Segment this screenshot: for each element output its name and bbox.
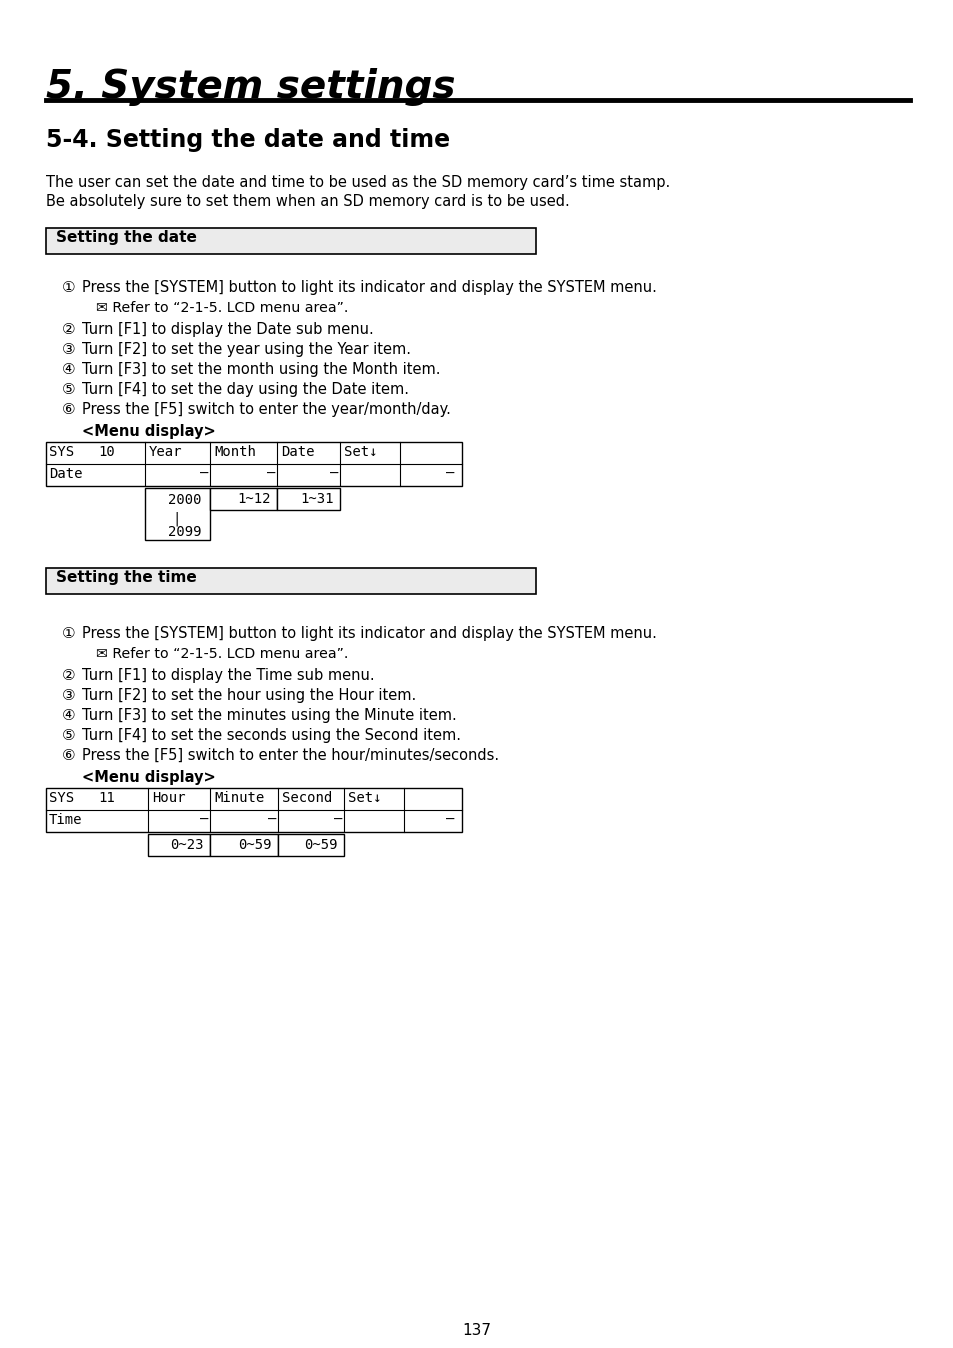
Text: –: – xyxy=(446,466,454,481)
Text: ②: ② xyxy=(62,322,75,337)
Bar xyxy=(46,442,461,487)
Text: Year: Year xyxy=(149,445,182,460)
Text: Date: Date xyxy=(281,445,314,460)
Text: –: – xyxy=(268,813,276,828)
Text: Time: Time xyxy=(49,813,82,828)
Text: SYS: SYS xyxy=(49,445,74,460)
Text: Turn [F1] to display the Time sub menu.: Turn [F1] to display the Time sub menu. xyxy=(82,669,375,683)
Text: 0~59: 0~59 xyxy=(238,838,272,852)
Text: ④: ④ xyxy=(62,708,75,723)
Text: Turn [F1] to display the Date sub menu.: Turn [F1] to display the Date sub menu. xyxy=(82,322,374,337)
Text: Turn [F2] to set the year using the Year item.: Turn [F2] to set the year using the Year… xyxy=(82,342,411,357)
Text: ⑤: ⑤ xyxy=(62,728,75,743)
Text: Press the [SYSTEM] button to light its indicator and display the SYSTEM menu.: Press the [SYSTEM] button to light its i… xyxy=(82,625,657,642)
Text: ⑥: ⑥ xyxy=(62,748,75,763)
Bar xyxy=(148,834,210,856)
Text: Press the [SYSTEM] button to light its indicator and display the SYSTEM menu.: Press the [SYSTEM] button to light its i… xyxy=(82,280,657,295)
Text: Turn [F2] to set the hour using the Hour item.: Turn [F2] to set the hour using the Hour… xyxy=(82,687,416,704)
Text: ⑤: ⑤ xyxy=(62,381,75,398)
Text: 1~31: 1~31 xyxy=(300,492,334,506)
Text: ②: ② xyxy=(62,669,75,683)
Text: –: – xyxy=(330,466,338,481)
Bar xyxy=(210,834,277,856)
Text: ⑥: ⑥ xyxy=(62,402,75,417)
Bar xyxy=(276,488,339,510)
Text: ③: ③ xyxy=(62,342,75,357)
Text: ①: ① xyxy=(62,280,75,295)
Text: |: | xyxy=(172,512,181,527)
Bar xyxy=(46,789,461,832)
Text: Date: Date xyxy=(49,466,82,481)
Text: Setting the date: Setting the date xyxy=(56,231,196,245)
Text: Minute: Minute xyxy=(213,791,264,805)
Text: Turn [F4] to set the day using the Date item.: Turn [F4] to set the day using the Date … xyxy=(82,381,409,398)
Text: –: – xyxy=(200,813,208,828)
Text: Setting the time: Setting the time xyxy=(56,570,196,585)
Text: 5-4. Setting the date and time: 5-4. Setting the date and time xyxy=(46,128,450,152)
Text: 10: 10 xyxy=(98,445,114,460)
Text: ①: ① xyxy=(62,625,75,642)
Text: 137: 137 xyxy=(462,1322,491,1339)
Text: <Menu display>: <Menu display> xyxy=(82,770,215,785)
Text: –: – xyxy=(334,813,342,828)
Bar xyxy=(46,568,536,594)
Text: ✉ Refer to “2-1-5. LCD menu area”.: ✉ Refer to “2-1-5. LCD menu area”. xyxy=(96,301,348,315)
Text: 2099: 2099 xyxy=(169,524,202,539)
Text: Set↓: Set↓ xyxy=(348,791,381,805)
Text: The user can set the date and time to be used as the SD memory card’s time stamp: The user can set the date and time to be… xyxy=(46,175,670,190)
Text: Month: Month xyxy=(213,445,255,460)
Text: Turn [F4] to set the seconds using the Second item.: Turn [F4] to set the seconds using the S… xyxy=(82,728,460,743)
Text: Turn [F3] to set the month using the Month item.: Turn [F3] to set the month using the Mon… xyxy=(82,363,440,377)
Text: Be absolutely sure to set them when an SD memory card is to be used.: Be absolutely sure to set them when an S… xyxy=(46,194,569,209)
Text: ✉ Refer to “2-1-5. LCD menu area”.: ✉ Refer to “2-1-5. LCD menu area”. xyxy=(96,647,348,661)
Text: 11: 11 xyxy=(98,791,114,805)
Text: SYS: SYS xyxy=(49,791,74,805)
Text: 0~59: 0~59 xyxy=(304,838,337,852)
Text: ③: ③ xyxy=(62,687,75,704)
Text: Turn [F3] to set the minutes using the Minute item.: Turn [F3] to set the minutes using the M… xyxy=(82,708,456,723)
Bar xyxy=(145,488,210,541)
Text: 2000: 2000 xyxy=(169,493,202,507)
Text: Press the [F5] switch to enter the year/month/day.: Press the [F5] switch to enter the year/… xyxy=(82,402,451,417)
Bar xyxy=(210,488,276,510)
Text: Set↓: Set↓ xyxy=(344,445,377,460)
Text: Press the [F5] switch to enter the hour/minutes/seconds.: Press the [F5] switch to enter the hour/… xyxy=(82,748,498,763)
Text: 0~23: 0~23 xyxy=(171,838,204,852)
Text: Hour: Hour xyxy=(152,791,185,805)
Bar xyxy=(277,834,344,856)
Text: 5. System settings: 5. System settings xyxy=(46,67,455,106)
Text: –: – xyxy=(267,466,275,481)
Text: –: – xyxy=(200,466,208,481)
Text: ④: ④ xyxy=(62,363,75,377)
Text: Second: Second xyxy=(282,791,332,805)
Bar xyxy=(46,228,536,253)
Text: –: – xyxy=(446,813,454,828)
Text: <Menu display>: <Menu display> xyxy=(82,425,215,439)
Text: 1~12: 1~12 xyxy=(237,492,271,506)
